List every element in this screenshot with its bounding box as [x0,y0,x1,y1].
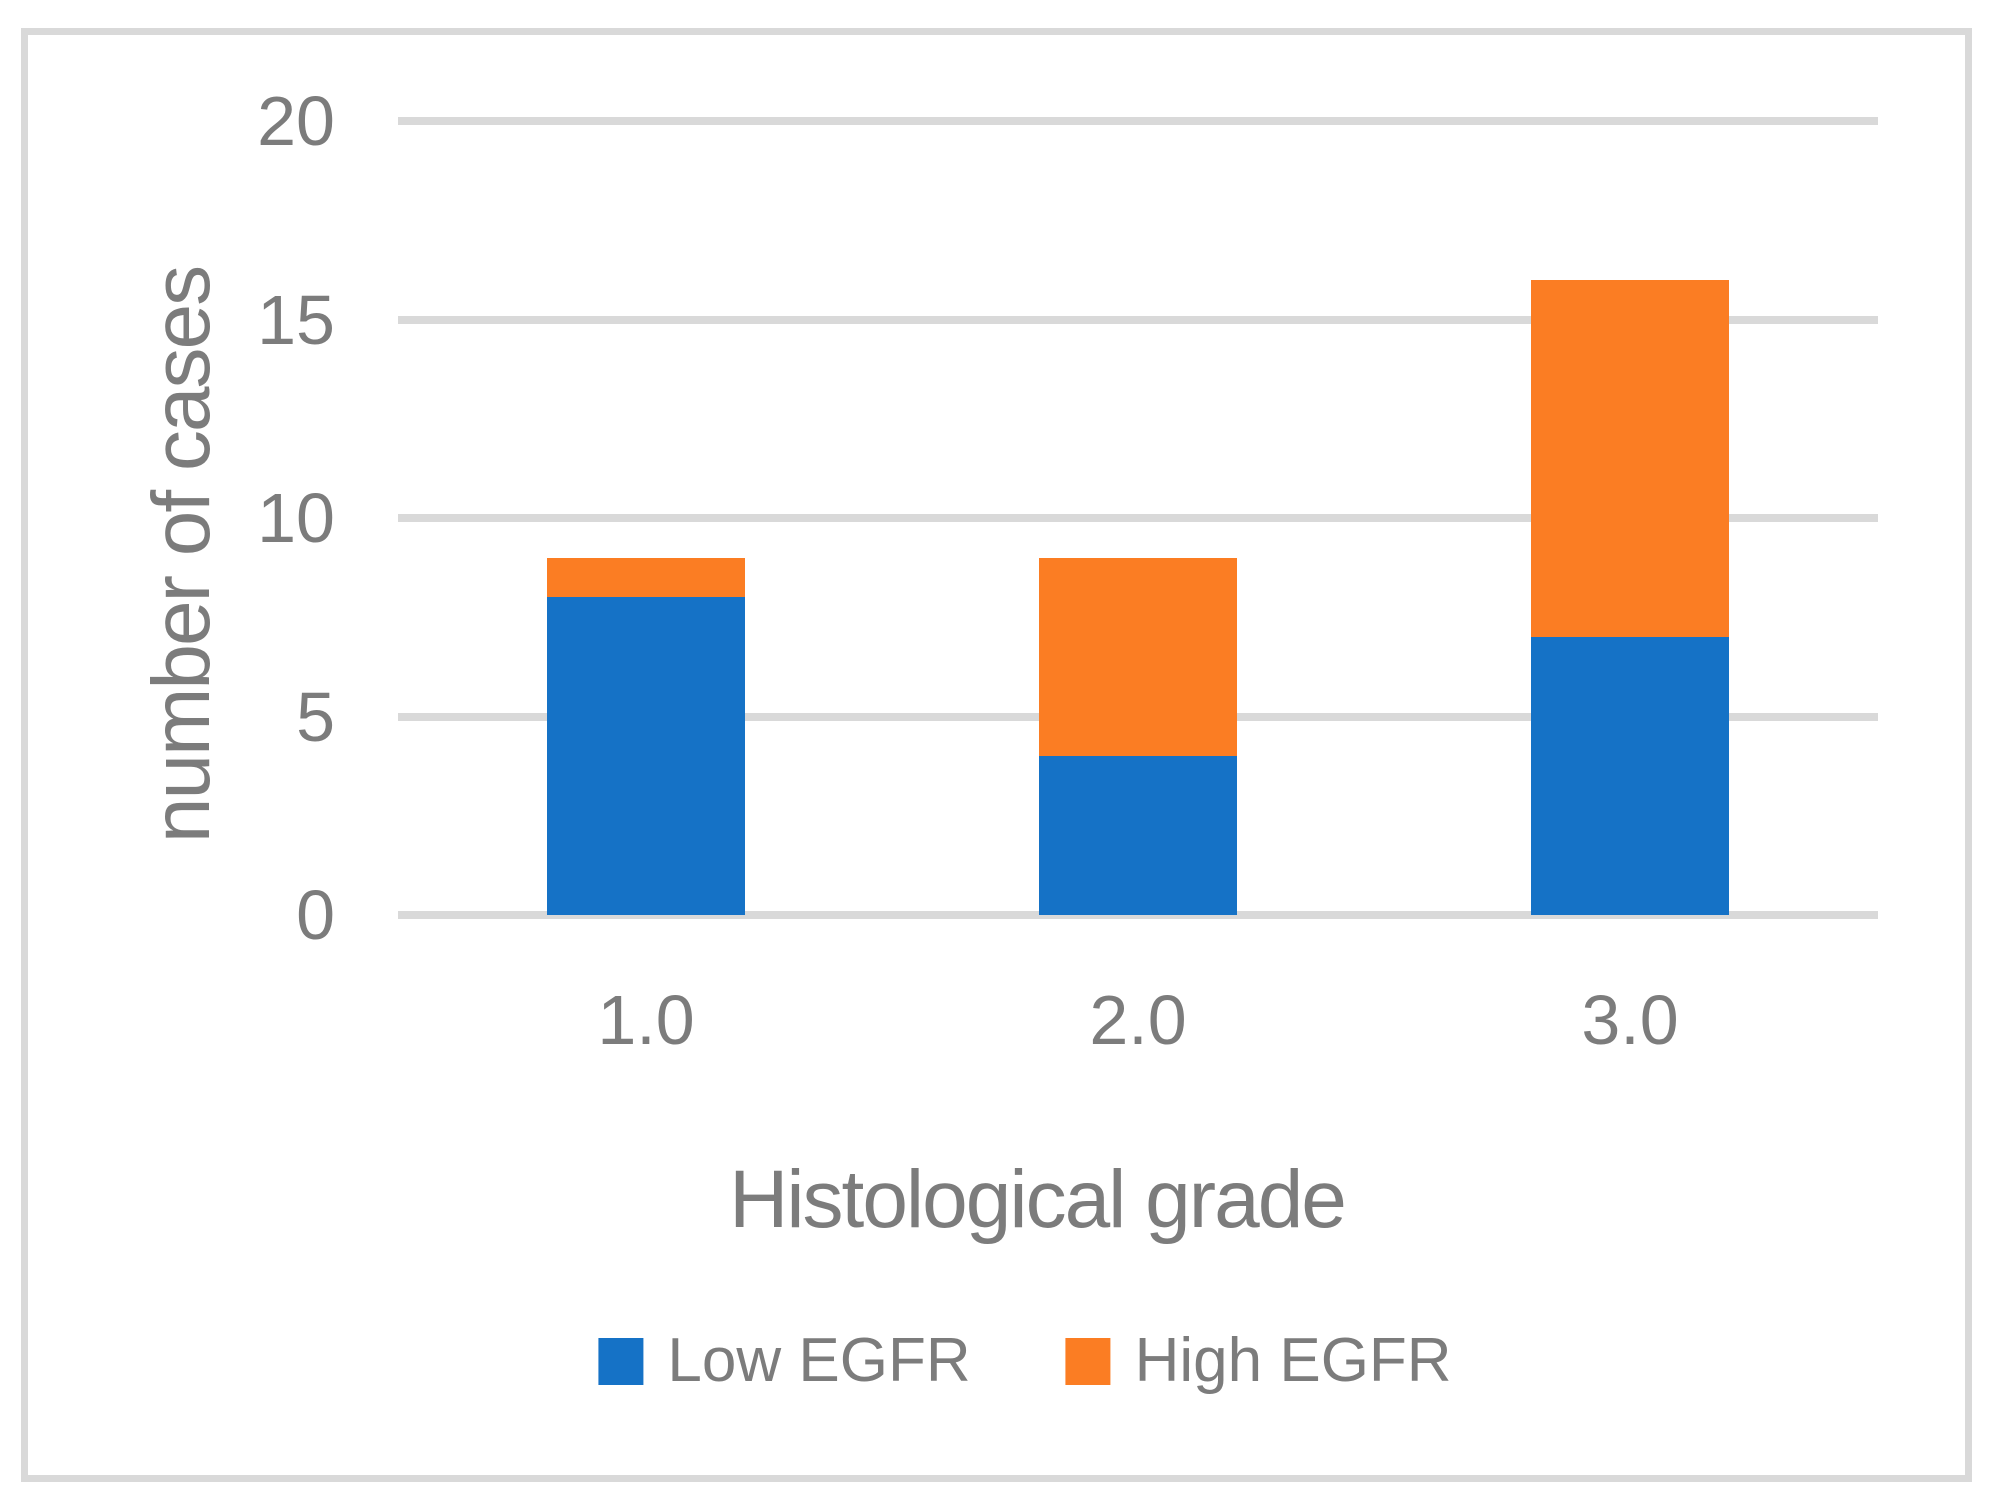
plot-area [398,117,1878,919]
bar-segment-low-egfr-1.0 [547,597,745,915]
bar-segment-low-egfr-2.0 [1039,756,1237,915]
legend-item-low-egfr: Low EGFR [598,1326,971,1395]
y-axis-title: number of cases [136,266,227,844]
gridline-y-0 [398,911,1878,919]
y-tick-label-0: 0 [296,876,335,954]
y-tick-label-20: 20 [257,82,335,160]
x-axis-title: Histological grade [729,1154,1347,1245]
gridline-y-20 [398,117,1878,125]
bar-segment-high-egfr-1.0 [547,557,745,598]
bar-group-1.0 [547,557,745,915]
y-tick-label-5: 5 [296,677,335,756]
gridline-y-10 [398,514,1878,522]
bar-segment-low-egfr-3.0 [1531,637,1729,915]
legend: Low EGFR High EGFR [598,1326,1452,1395]
bar-group-2.0 [1039,557,1237,915]
x-tick-label-3.0: 3.0 [1581,981,1679,1059]
y-tick-label-10: 10 [257,479,335,557]
y-tick-label-15: 15 [257,280,335,359]
bar-segment-high-egfr-3.0 [1531,279,1729,638]
gridline-y-15 [398,315,1878,324]
x-tick-label-2.0: 2.0 [1089,981,1187,1059]
bar-segment-high-egfr-2.0 [1039,557,1237,757]
bar-group-3.0 [1531,279,1729,915]
legend-swatch-high-egfr [1065,1337,1111,1385]
legend-item-high-egfr: High EGFR [1065,1326,1452,1395]
x-tick-label-1.0: 1.0 [597,981,695,1059]
legend-swatch-low-egfr [598,1337,644,1385]
legend-label-high-egfr: High EGFR [1134,1326,1452,1395]
legend-label-low-egfr: Low EGFR [667,1326,971,1395]
